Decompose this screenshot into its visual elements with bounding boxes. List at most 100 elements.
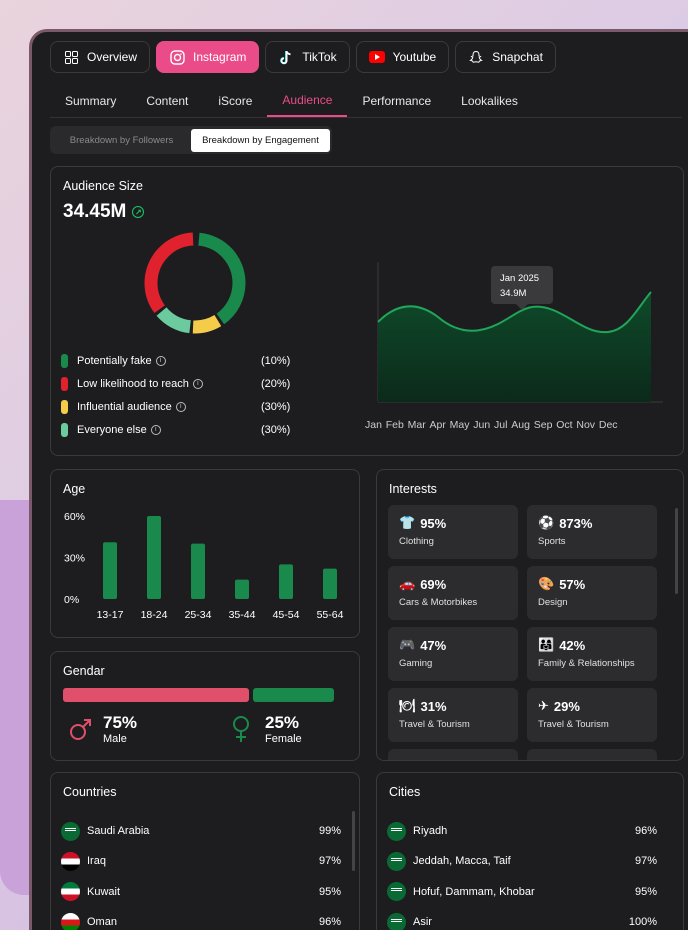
interest-card[interactable] <box>527 749 657 760</box>
x-tick-label: 13-17 <box>97 609 124 621</box>
audience-legend: Potentially fake i (10%) Low likelihood t… <box>61 349 301 441</box>
interest-label: Travel & Tourism <box>399 719 470 730</box>
tab-tiktok[interactable]: TikTok <box>265 41 350 73</box>
month-label: Feb <box>385 419 404 431</box>
list-item[interactable]: Jeddah, Macca, Taif 97% <box>387 846 657 876</box>
interest-card[interactable]: 👕 95% Clothing <box>388 505 518 559</box>
tab-performance[interactable]: Performance <box>362 93 432 108</box>
interests-grid: 👕 95% Clothing ⚽ 873% Sports 🚗 69% Cars & Moto… <box>388 505 658 760</box>
interest-card[interactable]: 🎮 47% Gaming <box>388 627 518 681</box>
info-icon[interactable]: i <box>192 378 203 389</box>
age-bar <box>323 568 337 599</box>
info-icon[interactable]: i <box>155 355 166 366</box>
interest-card[interactable] <box>388 749 518 760</box>
list-item[interactable]: Oman 96% <box>61 907 341 930</box>
list-item[interactable]: Iraq 97% <box>61 846 341 876</box>
interest-label: Sports <box>538 536 566 547</box>
legend-row-low-likelihood: Low likelihood to reach i (20%) <box>61 372 301 395</box>
interest-card[interactable]: 🎨 57% Design <box>527 566 657 620</box>
cities-list: Riyadh 96% Jeddah, Macca, Taif 97% Hofuf… <box>387 816 657 930</box>
family-icon: 👨‍👩‍👧 <box>538 637 555 652</box>
legend-swatch <box>61 353 68 368</box>
age-bar-chart: 60% 30% 0% 13-17 18-24 25-34 35-44 45-54 55-64 <box>64 511 344 621</box>
audience-donut-chart <box>144 232 246 334</box>
saudi-arabia-flag-icon <box>61 821 80 841</box>
female-label: Female <box>265 733 302 745</box>
y-tick-label: 30% <box>64 553 85 565</box>
country-name: Kuwait <box>87 885 121 898</box>
legend-row-potentially-fake: Potentially fake i (10%) <box>61 349 301 372</box>
legend-text: Everyone else <box>77 423 147 436</box>
tab-overview[interactable]: Overview <box>50 41 151 73</box>
interest-card[interactable]: ✈ 29% Travel & Tourism <box>527 688 657 742</box>
list-item[interactable]: Riyadh 96% <box>387 816 657 846</box>
city-name: Jeddah, Macca, Taif <box>413 855 511 868</box>
gamepad-icon: 🎮 <box>399 637 416 652</box>
age-bar <box>235 579 249 599</box>
x-tick-label: 45-54 <box>273 609 300 621</box>
countries-panel: Countries Saudi Arabia 99% Iraq 97% Kuwa… <box>50 772 360 930</box>
tab-youtube[interactable]: Youtube <box>355 41 450 73</box>
month-label: Dec <box>598 419 618 431</box>
month-label: Mar <box>407 419 426 431</box>
saudi-arabia-flag-icon <box>387 851 406 871</box>
audience-total: 34.45M ↗ <box>63 201 145 223</box>
chart-tooltip: Jan 2025 34.9M <box>491 266 553 310</box>
panel-title: Age <box>63 482 86 496</box>
interests-scrollbar[interactable] <box>675 508 678 594</box>
female-icon <box>233 716 249 742</box>
country-value: 97% <box>318 855 341 868</box>
gender-bar-male <box>63 688 250 702</box>
gender-male: 75% Male <box>69 713 137 745</box>
interest-label: Family & Relationships <box>538 658 635 669</box>
trend-up-icon: ↗ <box>132 206 145 218</box>
clothing-icon: 👕 <box>399 515 416 530</box>
city-value: 95% <box>634 885 657 898</box>
list-item[interactable]: Kuwait 95% <box>61 877 341 907</box>
panel-title: Interests <box>389 482 437 496</box>
legend-swatch <box>61 376 68 391</box>
tab-lookalikes[interactable]: Lookalikes <box>461 93 518 108</box>
info-icon[interactable]: i <box>175 401 186 412</box>
interest-label: Clothing <box>399 536 434 547</box>
tab-content[interactable]: Content <box>146 93 189 108</box>
info-icon[interactable]: i <box>150 424 161 435</box>
list-item[interactable]: Hofuf, Dammam, Khobar 95% <box>387 877 657 907</box>
interest-card[interactable]: 👨‍👩‍👧 42% Family & Relationships <box>527 627 657 681</box>
tab-audience[interactable]: Audience <box>267 84 348 117</box>
month-label: Oct <box>556 419 573 431</box>
tab-label: TikTok <box>302 50 337 64</box>
breakdown-engagement-option[interactable]: Breakdown by Engagement <box>191 128 330 152</box>
male-percent: 75% <box>103 713 138 732</box>
tab-instagram[interactable]: Instagram <box>156 41 260 73</box>
breakdown-followers-option[interactable]: Breakdown by Followers <box>69 134 174 146</box>
tab-summary[interactable]: Summary <box>65 93 117 108</box>
tab-iscore[interactable]: iScore <box>218 93 253 108</box>
tab-snapchat[interactable]: Snapchat <box>455 41 556 73</box>
instagram-icon <box>169 49 185 65</box>
list-item[interactable]: Saudi Arabia 99% <box>61 816 341 846</box>
audience-total-value: 34.45M <box>63 201 127 222</box>
legend-label: Potentially fake i <box>77 355 261 367</box>
interest-card[interactable]: 🚗 69% Cars & Motorbikes <box>388 566 518 620</box>
interests-panel: Interests 👕 95% Clothing ⚽ 873% Sports 🚗 69% C… <box>376 469 684 761</box>
app-window: Overview Instagram TikTok Youtube Snapch… <box>29 29 688 930</box>
month-label: Jul <box>494 419 508 431</box>
age-bar <box>279 564 293 599</box>
y-tick-label: 60% <box>64 511 85 523</box>
x-tick-label: 25-34 <box>185 609 212 621</box>
gender-split-bar <box>63 688 334 702</box>
donut-segment-potentially-fake <box>144 232 246 334</box>
legend-text: Influential audience <box>77 400 172 413</box>
kuwait-flag-icon <box>61 882 80 902</box>
male-icon <box>70 719 91 740</box>
interest-percent: 873% <box>559 515 593 531</box>
countries-scrollbar[interactable] <box>352 811 355 871</box>
panel-title: Gendar <box>63 664 105 678</box>
cities-panel: Cities Riyadh 96% Jeddah, Macca, Taif 97… <box>376 772 684 930</box>
list-item[interactable]: Asir 100% <box>387 907 657 930</box>
interest-percent: 57% <box>559 576 586 592</box>
interest-card[interactable]: 🍽 31% Travel & Tourism <box>388 688 518 742</box>
interest-card[interactable]: ⚽ 873% Sports <box>527 505 657 559</box>
country-name: Iraq <box>87 855 106 868</box>
